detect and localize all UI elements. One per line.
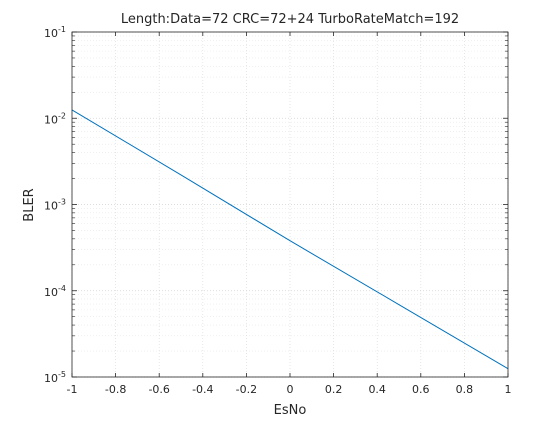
y-axis-title: BLER [22, 188, 37, 221]
y-tick-label: 10-4 [44, 284, 66, 299]
y-tick-label: 10-1 [44, 25, 66, 40]
x-tick-labels: -1 -0.8 -0.6 -0.4 -0.2 0 0.2 0.4 0.6 0.8 1 [67, 383, 512, 396]
series-layer [71, 109, 509, 370]
y-tick-label: 10-3 [44, 198, 66, 213]
x-tick-label: -1 [67, 383, 78, 396]
x-tick-label: 0.6 [412, 383, 430, 396]
y-tick-labels: 10-5 10-4 10-3 10-2 10-1 [44, 25, 66, 385]
tick-marks [71, 31, 509, 378]
y-tick-label: 10-2 [44, 111, 66, 126]
x-tick-label: -0.2 [236, 383, 257, 396]
chart-title: Length:Data=72 CRC=72+24 TurboRateMatch=… [121, 12, 459, 27]
x-tick-label: 0.8 [456, 383, 474, 396]
x-tick-label: -0.4 [192, 383, 213, 396]
x-tick-label: 1 [505, 383, 512, 396]
series-line [71, 109, 509, 370]
x-tick-label: -0.6 [148, 383, 169, 396]
x-axis-title: EsNo [274, 403, 307, 418]
x-tick-label: 0 [287, 383, 294, 396]
x-tick-label: 0.2 [325, 383, 343, 396]
x-tick-label: 0.4 [368, 383, 386, 396]
minor-grid [72, 35, 508, 352]
x-tick-label: -0.8 [105, 383, 126, 396]
y-tick-label: 10-5 [44, 370, 66, 385]
